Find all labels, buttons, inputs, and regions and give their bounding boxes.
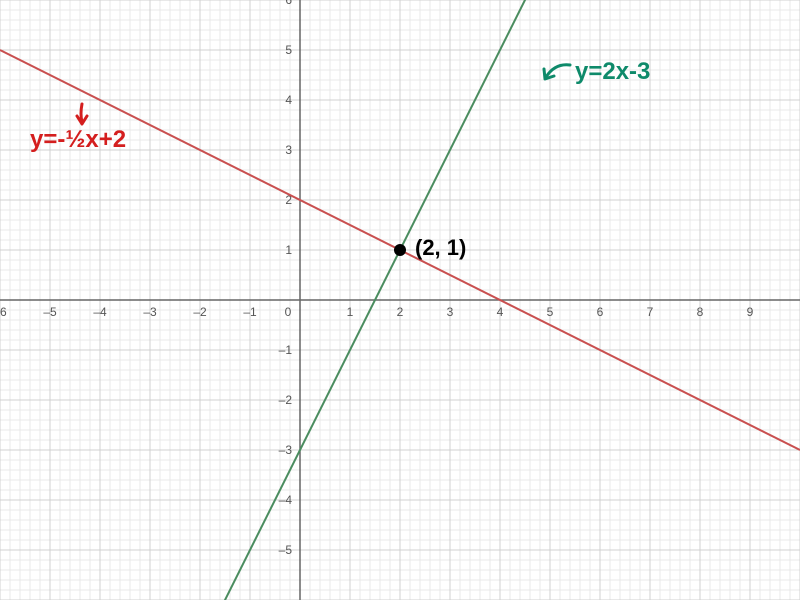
graph-plot: –6–5–4–3–2–10123456789–5–4–3–2–1123456	[0, 0, 800, 600]
svg-text:0: 0	[285, 305, 292, 319]
svg-text:8: 8	[697, 305, 704, 319]
svg-text:5: 5	[285, 43, 292, 57]
svg-text:5: 5	[547, 305, 554, 319]
svg-text:2: 2	[397, 305, 404, 319]
green-equation-label: y=2x-3	[575, 58, 650, 86]
svg-text:3: 3	[285, 143, 292, 157]
green-arrow-icon	[540, 55, 580, 85]
red-arrow-icon	[70, 102, 100, 132]
intersection-point	[394, 244, 406, 256]
svg-text:–3: –3	[279, 443, 293, 457]
svg-text:–1: –1	[279, 343, 293, 357]
svg-text:–2: –2	[193, 305, 207, 319]
intersection-label: (2, 1)	[415, 235, 466, 261]
svg-text:3: 3	[447, 305, 454, 319]
svg-text:–1: –1	[243, 305, 257, 319]
svg-text:–4: –4	[279, 493, 293, 507]
svg-text:6: 6	[597, 305, 604, 319]
svg-text:1: 1	[347, 305, 354, 319]
svg-text:7: 7	[647, 305, 654, 319]
svg-text:–5: –5	[43, 305, 57, 319]
svg-text:–6: –6	[0, 305, 7, 319]
svg-text:–2: –2	[279, 393, 293, 407]
svg-text:–5: –5	[279, 543, 293, 557]
svg-text:1: 1	[285, 243, 292, 257]
svg-text:6: 6	[285, 0, 292, 7]
svg-text:9: 9	[747, 305, 754, 319]
svg-text:4: 4	[285, 93, 292, 107]
svg-text:–3: –3	[143, 305, 157, 319]
svg-text:–4: –4	[93, 305, 107, 319]
svg-text:4: 4	[497, 305, 504, 319]
